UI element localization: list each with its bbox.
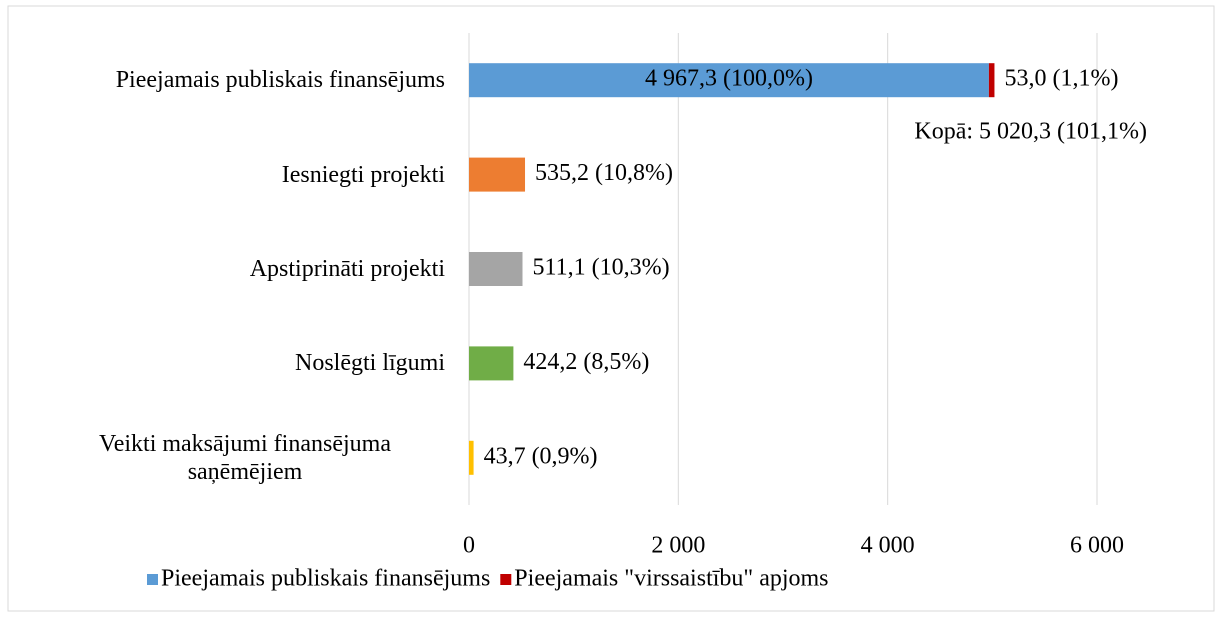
bar bbox=[469, 252, 523, 286]
category-label: Pieejamais publiskais finansējums bbox=[116, 40, 445, 120]
bar bbox=[469, 63, 989, 98]
category-text: Iesniegti projekti bbox=[281, 161, 445, 188]
x-tick-label: 0 bbox=[463, 533, 475, 559]
category-text: Veikti maksājumi finansējuma saņēmējiem bbox=[99, 430, 391, 485]
value-label: 511,1 (10,3%) bbox=[532, 255, 669, 281]
category-text: Apstiprināti projekti bbox=[249, 256, 445, 282]
x-tick-label: 2 000 bbox=[651, 533, 705, 559]
x-tick-label: 6 000 bbox=[1070, 533, 1124, 559]
value-label: 535,2 (10,8%) bbox=[535, 160, 673, 186]
category-text: Pieejamais publiskais finansējums bbox=[115, 67, 445, 94]
category-label: Noslēgti līgumi bbox=[295, 323, 445, 403]
annotation: Kopā: 5 020,3 (101,1%) bbox=[914, 119, 1147, 145]
legend-swatch bbox=[500, 574, 512, 585]
bar bbox=[469, 346, 514, 381]
category-label: Iesniegti projekti bbox=[282, 135, 445, 215]
x-tick-label: 4 000 bbox=[861, 533, 915, 559]
chart-frame bbox=[7, 5, 1215, 612]
legend-label: Pieejamais publiskais finansējums bbox=[161, 566, 490, 592]
legend-swatch bbox=[147, 574, 158, 585]
value-label: 424,2 (8,5%) bbox=[523, 349, 649, 375]
value-label: 43,7 (0,9%) bbox=[484, 443, 598, 469]
value-label: 4 967,3 (100,0%) bbox=[645, 66, 813, 92]
bar bbox=[988, 63, 995, 98]
category-text: Noslēgti līgumi bbox=[295, 350, 445, 377]
legend-label: Pieejamais "virssaistību" apjoms bbox=[514, 566, 828, 592]
category-label: Apstiprināti projekti bbox=[250, 229, 445, 309]
bar bbox=[469, 440, 474, 475]
value-label: 53,0 (1,1%) bbox=[1004, 66, 1118, 92]
bar bbox=[469, 157, 526, 192]
category-label: Veikti maksājumi finansējuma saņēmējiem bbox=[45, 418, 445, 498]
